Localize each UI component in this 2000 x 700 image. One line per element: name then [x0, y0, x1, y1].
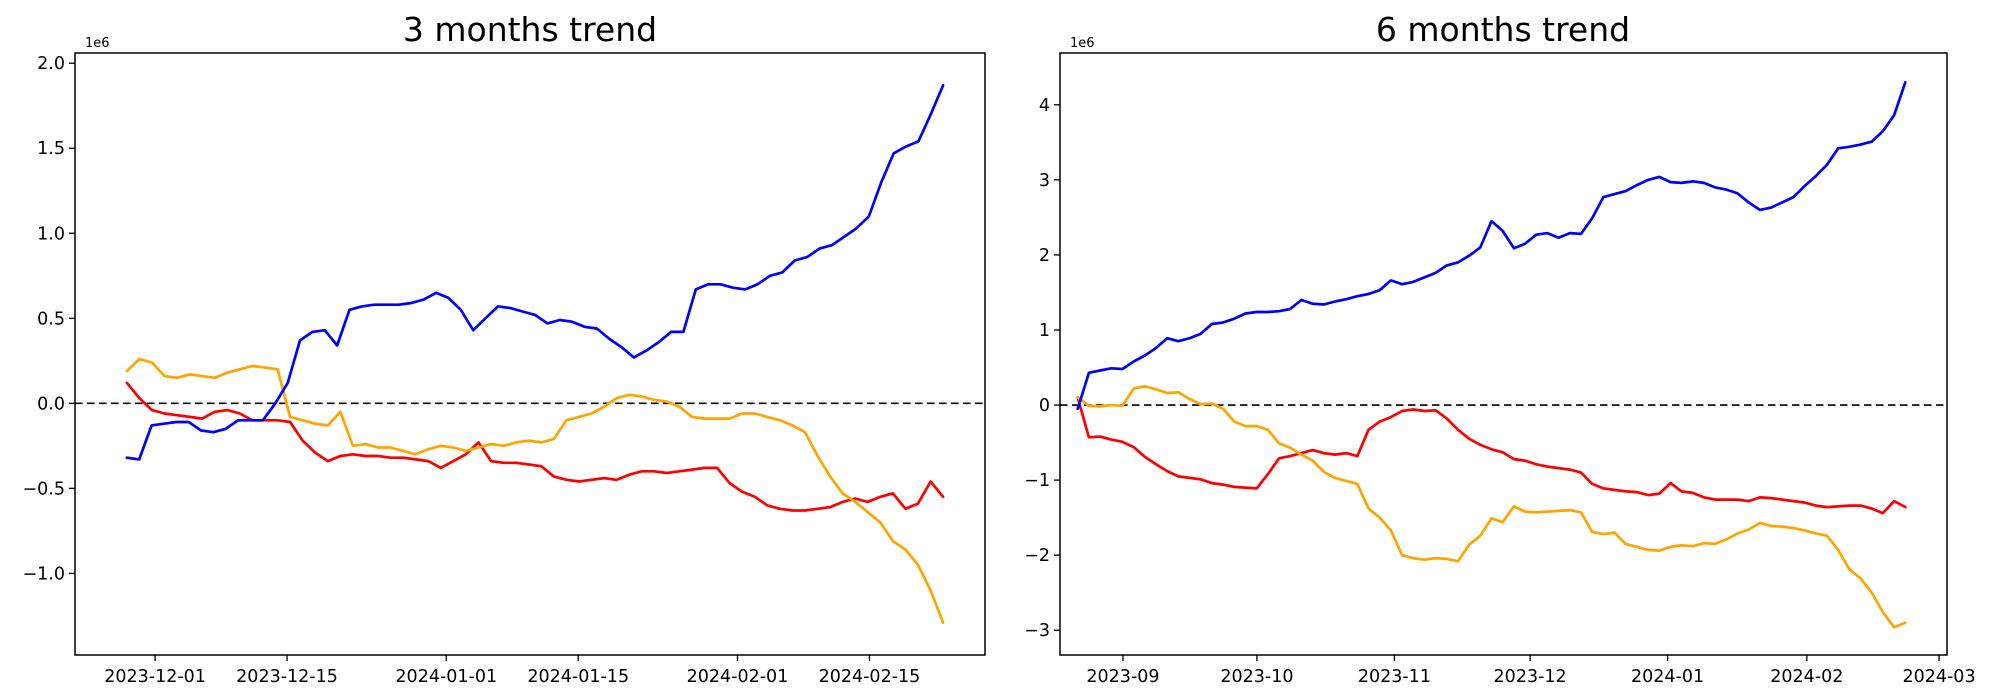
x-tick-label: 2023-12-15 [236, 667, 338, 687]
x-tick-label: 2023-12-01 [104, 667, 206, 687]
x-tick-label: 2024-03 [1902, 667, 1975, 687]
y-tick-label: 0 [1039, 396, 1050, 416]
plot-border [1059, 52, 1948, 656]
y-tick-label: 1 [1039, 321, 1050, 341]
series-line-orange [125, 357, 945, 625]
y-tick-label: −0.5 [23, 479, 66, 499]
plot-area-3-months: 2.0 1.5 1.0 0.5 0.0 −0.5 −1.0 2023-12-01 2023-12… [23, 36, 986, 687]
x-tick-label: 2023-12 [1494, 667, 1567, 687]
y-tick-label: 0.0 [37, 394, 65, 414]
x-tick-label: 2024-02 [1770, 667, 1843, 687]
y-tick-label: −2 [1024, 546, 1050, 566]
series-line-red [125, 381, 945, 512]
y-tick-label: 2.0 [37, 54, 65, 74]
y-tick-label: 0.5 [37, 309, 65, 329]
y-tick-label: 3 [1039, 171, 1050, 191]
y-tick-label: 2 [1039, 246, 1050, 266]
chart-title-3-months: 3 months trend [403, 10, 657, 49]
y-tick-label: −1 [1024, 471, 1050, 491]
x-tick-label: 2024-01-01 [395, 667, 497, 687]
chart-title-6-months: 6 months trend [1376, 10, 1630, 49]
y-tick-label: 1.5 [37, 139, 65, 159]
x-tick-label: 2024-02-15 [819, 667, 921, 687]
y-tick-label: 1.0 [37, 224, 65, 244]
x-tick-label: 2024-01 [1631, 667, 1704, 687]
axis-offset-label: 1e6 [1070, 36, 1095, 51]
series-line-blue [125, 83, 945, 461]
series-line-red [1076, 396, 1907, 515]
plot-area-6-months: 4 3 2 1 0 −1 −2 −3 2023-09 2023-10 2023-11 2023-12 2… [1024, 36, 1975, 687]
axis-offset-label: 1e6 [85, 36, 110, 51]
y-tick-label: −1.0 [23, 564, 66, 584]
x-tick-label: 2023-11 [1358, 667, 1431, 687]
x-tick-label: 2024-02-01 [687, 667, 789, 687]
series-line-orange [1076, 384, 1907, 629]
series-line-blue [1076, 80, 1907, 411]
y-tick-label: −3 [1024, 621, 1050, 641]
plot-border [74, 52, 986, 656]
x-tick-label: 2023-10 [1220, 667, 1293, 687]
x-tick-label: 2024-01-15 [527, 667, 629, 687]
x-tick-label: 2023-09 [1086, 667, 1159, 687]
y-tick-label: 4 [1039, 96, 1050, 116]
